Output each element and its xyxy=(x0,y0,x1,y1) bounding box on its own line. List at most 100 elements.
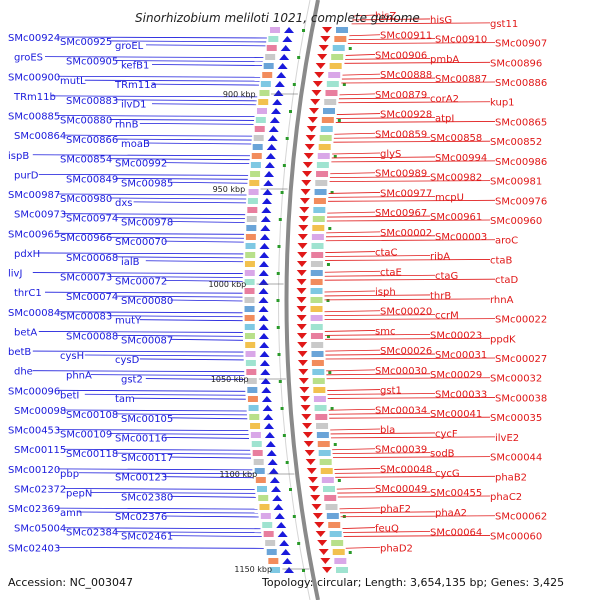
reverse-gene-arrow xyxy=(315,63,326,69)
feature-block xyxy=(249,180,260,186)
right-label-connector xyxy=(341,77,436,80)
right-label-connector xyxy=(330,428,381,431)
marker-dot xyxy=(326,299,330,302)
left-gene-label: purD xyxy=(14,170,39,181)
feature-block xyxy=(260,513,271,519)
right-gene-label: SMc00986 xyxy=(495,157,547,168)
feature-block xyxy=(319,459,332,465)
right-label-connector xyxy=(325,255,431,257)
left-gene-label: SMc02380 xyxy=(121,492,173,503)
forward-gene-arrow xyxy=(258,261,269,267)
reverse-gene-arrow xyxy=(305,135,316,141)
right-label-connector xyxy=(336,117,436,119)
feature-block xyxy=(253,135,264,141)
forward-gene-arrow xyxy=(265,441,276,447)
left-gene-label: cysH xyxy=(60,351,84,362)
left-gene-label: livJ xyxy=(8,269,22,280)
reverse-gene-arrow xyxy=(320,36,331,42)
right-label-connector xyxy=(326,231,381,234)
reverse-gene-arrow xyxy=(322,27,333,33)
reverse-gene-arrow xyxy=(305,459,316,465)
left-label-connector xyxy=(139,358,244,361)
right-gene-label: SMc00064 xyxy=(430,528,482,539)
feature-block xyxy=(310,324,323,330)
feature-block xyxy=(248,189,259,195)
right-label-connector xyxy=(334,471,436,474)
feature-block xyxy=(254,126,265,132)
feature-block xyxy=(311,243,324,249)
left-label-connector xyxy=(139,319,243,322)
feature-block xyxy=(310,288,323,294)
reverse-gene-arrow xyxy=(299,387,310,393)
right-label-connector xyxy=(325,349,381,352)
right-label-connector xyxy=(337,495,491,498)
kbp-label: 1050 kbp xyxy=(211,375,249,384)
feature-block xyxy=(313,198,326,204)
feature-block xyxy=(263,531,274,537)
feature-block xyxy=(265,54,276,60)
left-label-connector xyxy=(32,154,250,157)
marker-dot xyxy=(328,227,332,230)
forward-gene-arrow xyxy=(264,432,275,438)
kbp-label: 1150 kbp xyxy=(234,565,272,574)
reverse-gene-arrow xyxy=(297,342,308,348)
forward-gene-arrow xyxy=(259,234,270,240)
feature-block xyxy=(249,414,260,420)
right-gene-label: gst1 xyxy=(380,386,402,397)
right-gene-label: SMc00022 xyxy=(495,315,547,326)
left-gene-label: SMc00854 xyxy=(60,155,112,166)
right-label-connector xyxy=(329,416,491,419)
reverse-gene-arrow xyxy=(296,297,307,303)
feature-block xyxy=(244,288,255,294)
right-gene-label: SMc00865 xyxy=(495,117,547,128)
left-gene-label: SMc00096 xyxy=(8,386,60,397)
feature-tracks xyxy=(244,27,352,573)
left-gene-label: SMc00123 xyxy=(115,473,167,484)
feature-block xyxy=(311,252,324,258)
right-gene-label: ccrM xyxy=(435,311,459,322)
feature-block xyxy=(244,279,255,285)
right-label-connector xyxy=(332,452,431,455)
right-gene-label: thrB xyxy=(430,291,451,302)
feature-block xyxy=(259,504,270,510)
right-gene-label: ctaG xyxy=(435,271,458,282)
left-gene-label: gst2 xyxy=(121,375,143,386)
left-gene-label: SMc00978 xyxy=(121,218,173,229)
left-label-connector xyxy=(84,393,246,396)
feature-block xyxy=(310,270,323,276)
left-label-connector xyxy=(170,338,244,341)
left-label-connector xyxy=(115,177,248,180)
right-label-connector xyxy=(340,515,496,518)
feature-block xyxy=(323,486,336,492)
forward-gene-arrow xyxy=(272,99,283,105)
reverse-gene-arrow xyxy=(309,486,320,492)
left-gene-label: TRm11a xyxy=(114,80,157,91)
feature-block xyxy=(329,63,342,69)
left-gene-label: rhnB xyxy=(115,119,139,130)
feature-block xyxy=(331,540,344,546)
left-label-connector xyxy=(90,374,245,377)
left-label-connector xyxy=(57,193,247,196)
right-label-connector xyxy=(324,333,431,336)
left-gene-label: tam xyxy=(115,394,135,405)
feature-block xyxy=(310,306,323,312)
reverse-gene-arrow xyxy=(306,126,317,132)
left-gene-label: betA xyxy=(14,327,37,338)
reverse-gene-arrow xyxy=(312,81,323,87)
left-label-connector xyxy=(109,40,267,43)
marker-dot xyxy=(292,515,296,518)
genome-backbone xyxy=(284,0,320,600)
right-label-connector xyxy=(324,290,376,293)
left-label-connector xyxy=(170,495,256,498)
marker-dot xyxy=(277,245,281,248)
reverse-gene-arrow xyxy=(296,270,307,276)
right-gene-label: ctaC xyxy=(375,248,398,259)
right-gene-label: SMc00989 xyxy=(375,169,427,180)
right-label-connector xyxy=(345,546,381,549)
feature-block xyxy=(326,513,339,519)
reverse-gene-arrow xyxy=(307,117,318,123)
left-label-connector xyxy=(109,433,249,435)
right-label-connector xyxy=(353,14,376,17)
right-label-connector xyxy=(339,93,376,96)
